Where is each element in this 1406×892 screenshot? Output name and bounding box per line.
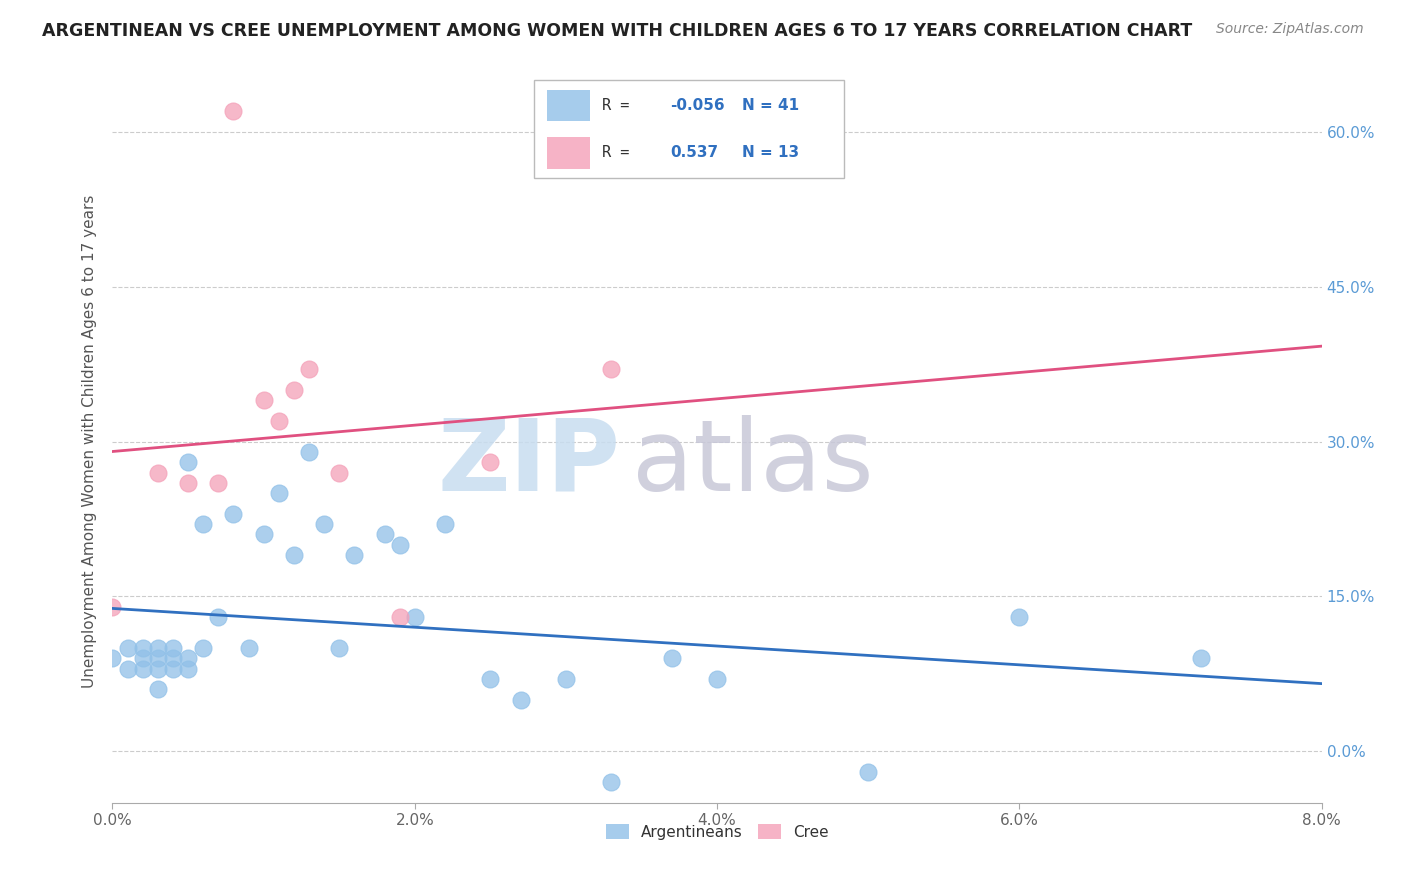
- Point: [191, 517, 215, 532]
- Point: [404, 610, 426, 624]
- Point: [177, 455, 200, 469]
- Point: [222, 507, 245, 521]
- Point: [117, 640, 139, 655]
- Point: [706, 672, 728, 686]
- Point: [253, 393, 276, 408]
- Point: [146, 466, 169, 480]
- Point: [661, 651, 683, 665]
- Text: ZIP: ZIP: [437, 415, 620, 512]
- Point: [117, 662, 139, 676]
- Point: [1008, 610, 1031, 624]
- Point: [328, 640, 350, 655]
- Point: [343, 548, 366, 562]
- Point: [253, 527, 276, 541]
- Point: [600, 362, 623, 376]
- FancyBboxPatch shape: [547, 90, 591, 121]
- Point: [1189, 651, 1212, 665]
- Point: [162, 640, 184, 655]
- Point: [191, 640, 215, 655]
- Point: [132, 662, 155, 676]
- Legend: Argentineans, Cree: Argentineans, Cree: [599, 818, 835, 846]
- Point: [283, 383, 305, 397]
- Point: [283, 548, 305, 562]
- Point: [146, 640, 169, 655]
- Point: [298, 362, 321, 376]
- Text: 0.537: 0.537: [671, 145, 718, 161]
- Point: [132, 640, 155, 655]
- Point: [388, 610, 411, 624]
- Text: N = 13: N = 13: [741, 145, 799, 161]
- Point: [146, 662, 169, 676]
- Point: [162, 651, 184, 665]
- Point: [479, 455, 502, 469]
- Text: N = 41: N = 41: [741, 98, 799, 113]
- Point: [554, 672, 576, 686]
- Point: [101, 599, 124, 614]
- Y-axis label: Unemployment Among Women with Children Ages 6 to 17 years: Unemployment Among Women with Children A…: [82, 194, 97, 689]
- FancyBboxPatch shape: [534, 80, 844, 178]
- Point: [146, 651, 169, 665]
- Point: [479, 672, 502, 686]
- Point: [600, 775, 623, 789]
- Point: [433, 517, 456, 532]
- Point: [207, 475, 229, 490]
- Point: [162, 662, 184, 676]
- Point: [177, 662, 200, 676]
- Point: [101, 651, 124, 665]
- Point: [177, 475, 200, 490]
- Point: [146, 682, 169, 697]
- Text: R =: R =: [602, 98, 638, 113]
- Point: [509, 692, 531, 706]
- Text: atlas: atlas: [633, 415, 875, 512]
- Text: -0.056: -0.056: [671, 98, 725, 113]
- Point: [267, 414, 290, 428]
- Point: [207, 610, 229, 624]
- Point: [298, 445, 321, 459]
- FancyBboxPatch shape: [547, 137, 591, 169]
- Point: [222, 104, 245, 119]
- Point: [177, 651, 200, 665]
- Text: ARGENTINEAN VS CREE UNEMPLOYMENT AMONG WOMEN WITH CHILDREN AGES 6 TO 17 YEARS CO: ARGENTINEAN VS CREE UNEMPLOYMENT AMONG W…: [42, 22, 1192, 40]
- Point: [312, 517, 335, 532]
- Text: R =: R =: [602, 145, 638, 161]
- Point: [856, 764, 880, 779]
- Point: [388, 538, 411, 552]
- Text: Source: ZipAtlas.com: Source: ZipAtlas.com: [1216, 22, 1364, 37]
- Point: [373, 527, 396, 541]
- Point: [267, 486, 290, 500]
- Point: [132, 651, 155, 665]
- Point: [238, 640, 260, 655]
- Point: [328, 466, 350, 480]
